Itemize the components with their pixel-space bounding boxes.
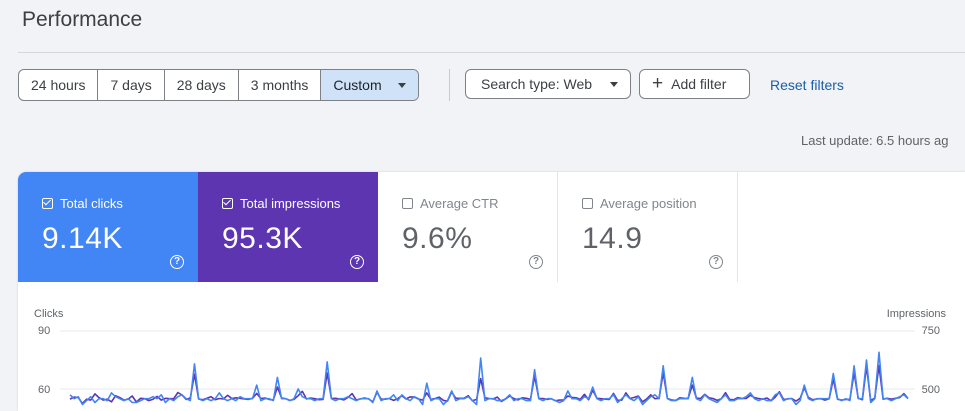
- y-left-tick-label: 90: [38, 325, 50, 337]
- date-custom-button[interactable]: Custom: [321, 70, 418, 100]
- performance-card: Total clicks 9.14K ? Total impressions 9…: [18, 172, 965, 411]
- metric-value: 9.6%: [402, 222, 473, 255]
- chart-series-group: [69, 351, 909, 406]
- date-range-selector: 24 hours 7 days 28 days 3 months Custom: [18, 69, 419, 101]
- metric-value: 95.3K: [222, 222, 303, 255]
- reset-filters-link[interactable]: Reset filters: [770, 77, 844, 93]
- performance-chart[interactable]: Clicks Impressions 90 60 750 500: [18, 282, 965, 411]
- metric-value: 14.9: [582, 222, 643, 255]
- help-circle-icon[interactable]: ?: [709, 255, 723, 269]
- caret-down-icon: [610, 82, 618, 87]
- y-left-tick-label: 60: [38, 384, 50, 396]
- add-filter-label: Add filter: [671, 76, 727, 92]
- metric-label: Average position: [600, 196, 697, 211]
- help-circle-icon[interactable]: ?: [350, 255, 364, 269]
- add-filter-button[interactable]: + Add filter: [639, 69, 750, 99]
- clicks-series-line: [69, 351, 909, 406]
- checkbox-icon[interactable]: [42, 198, 53, 209]
- checkbox-icon[interactable]: [402, 198, 413, 209]
- last-update-text: Last update: 6.5 hours ag: [801, 133, 949, 148]
- page-title: Performance: [22, 8, 143, 31]
- date-28-days-button[interactable]: 28 days: [165, 70, 239, 100]
- header-divider: [18, 52, 965, 53]
- date-3-months-button[interactable]: 3 months: [239, 70, 322, 100]
- toolbar-separator: [449, 69, 450, 101]
- search-type-dropdown[interactable]: Search type: Web: [465, 69, 631, 99]
- date-24-hours-button[interactable]: 24 hours: [19, 70, 99, 100]
- y-right-axis-label: Impressions: [887, 308, 947, 320]
- metric-average-position[interactable]: Average position 14.9 ?: [558, 172, 738, 282]
- caret-down-icon: [397, 83, 406, 88]
- metric-value: 9.14K: [42, 222, 123, 255]
- metric-total-clicks[interactable]: Total clicks 9.14K ?: [18, 172, 198, 282]
- checkbox-icon[interactable]: [222, 198, 233, 209]
- date-custom-label: Custom: [333, 77, 382, 93]
- help-circle-icon[interactable]: ?: [170, 255, 184, 269]
- help-circle-icon[interactable]: ?: [529, 255, 543, 269]
- metric-average-ctr[interactable]: Average CTR 9.6% ?: [378, 172, 558, 282]
- metric-total-impressions[interactable]: Total impressions 95.3K ?: [198, 172, 378, 282]
- y-left-axis-label: Clicks: [34, 308, 64, 320]
- checkbox-icon[interactable]: [582, 198, 593, 209]
- search-type-label: Search type: Web: [481, 76, 593, 92]
- metric-label: Total clicks: [60, 196, 123, 211]
- plus-icon: +: [652, 72, 664, 94]
- y-right-tick-label: 500: [922, 384, 940, 396]
- y-right-tick-label: 750: [922, 325, 940, 337]
- metric-label: Total impressions: [240, 196, 341, 211]
- date-7-days-button[interactable]: 7 days: [98, 70, 165, 100]
- metric-label: Average CTR: [420, 196, 499, 211]
